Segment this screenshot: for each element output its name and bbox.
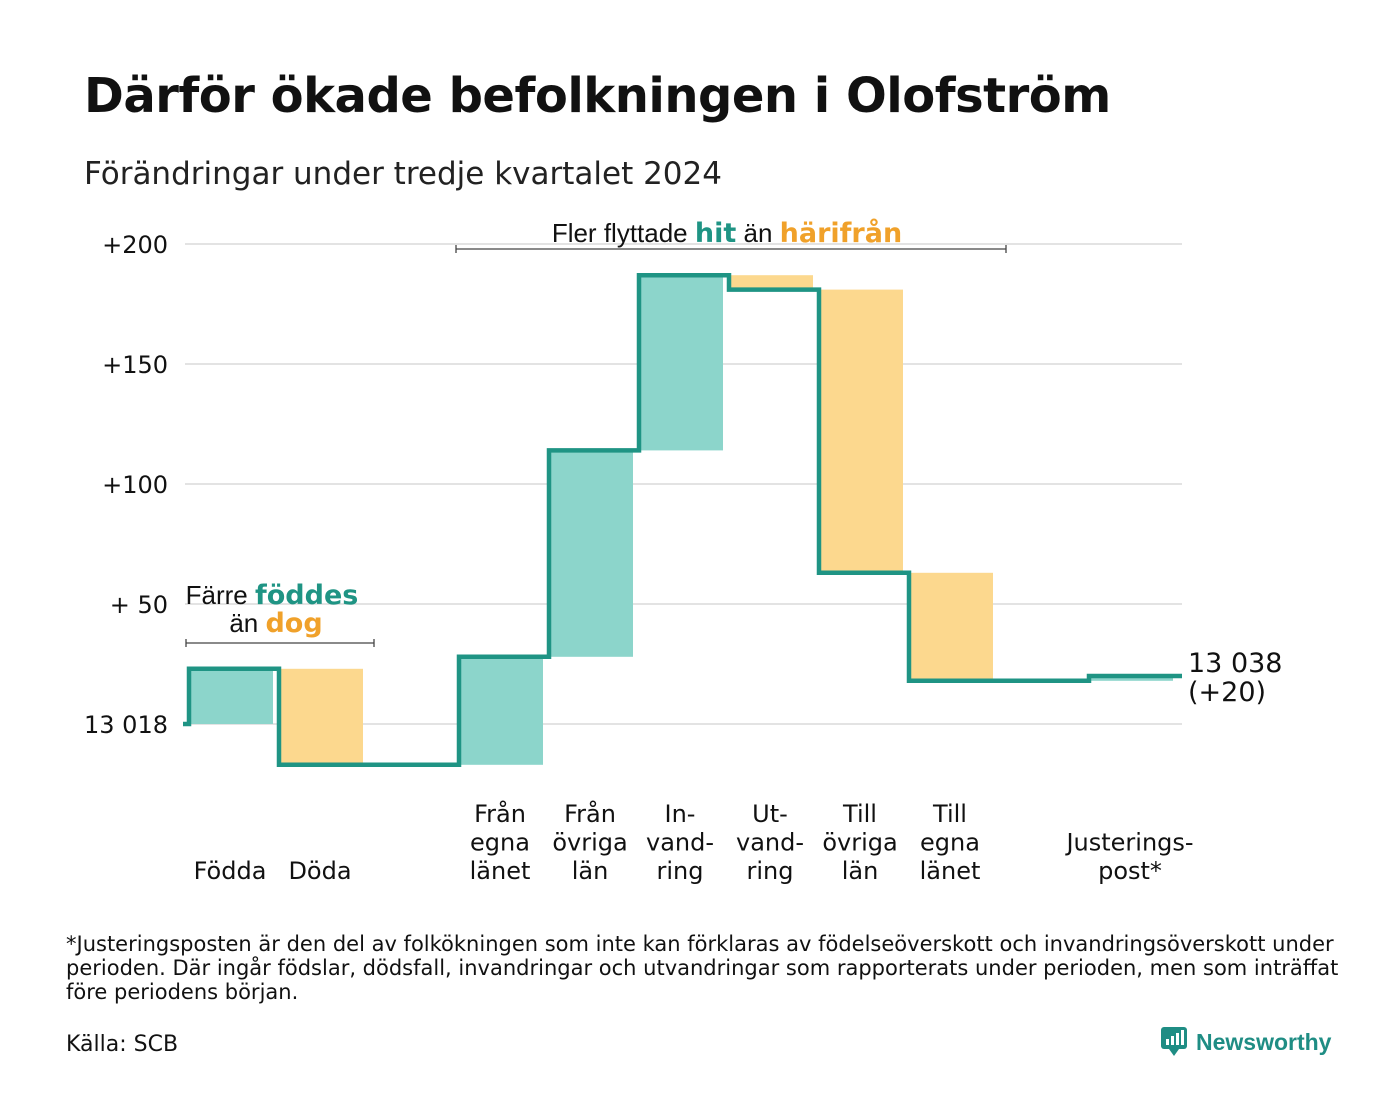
brand-logo: Newsworthy	[1160, 1026, 1331, 1058]
migration-annotation-pre: Fler flyttade	[552, 218, 688, 248]
step-line	[183, 272, 1182, 768]
births-annotation-line2: än dog	[229, 608, 322, 639]
x-category-label: Justerings-	[1064, 829, 1193, 857]
y-axis-ticks: +200 +150 +100 + 50 13 018	[84, 231, 168, 739]
x-category-label: Till	[932, 800, 967, 828]
bar	[279, 668, 363, 765]
x-category-label: länet	[470, 857, 531, 885]
x-category-label: Från	[474, 799, 526, 828]
bar	[909, 572, 993, 681]
bar	[549, 450, 633, 657]
bar	[729, 275, 813, 290]
chart-subtitle: Förändringar under tredje kvartalet 2024	[84, 156, 722, 192]
x-category-label: In-	[665, 800, 696, 828]
x-category-label: Döda	[288, 857, 351, 885]
chart-title: Därför ökade befolkningen i Olofström	[84, 68, 1111, 124]
x-category-label: län	[842, 857, 879, 885]
x-category-label: Till	[842, 800, 877, 828]
births-annotation-highlight2: dog	[265, 608, 322, 639]
newsworthy-logo-icon	[1161, 1027, 1187, 1056]
cumulative-step-line	[183, 272, 1182, 768]
annotation-gap	[736, 218, 743, 248]
annotation-gap	[248, 580, 255, 610]
x-category-label: egna	[920, 829, 980, 857]
bars	[189, 275, 1173, 765]
y-tick-label: +100	[102, 471, 168, 499]
x-axis-labels: Födda DödaFrånegnalänetFrånövrigalänIn-va…	[194, 799, 1194, 885]
x-category-label: vand-	[646, 829, 714, 857]
x-category-label: vand-	[736, 829, 804, 857]
bar	[639, 275, 723, 451]
x-category-label: post*	[1098, 857, 1162, 885]
end-value-label: 13 038 (+20)	[1188, 648, 1282, 708]
x-category-label: län	[572, 857, 609, 885]
x-category-label: ring	[747, 857, 794, 885]
y-tick-label: 13 018	[84, 711, 168, 739]
x-category-label: övriga	[552, 829, 627, 857]
x-category-label: länet	[920, 857, 981, 885]
annotations: Fler flyttade hit än härifrån Färre födde…	[185, 217, 1007, 647]
brand-name: Newsworthy	[1196, 1028, 1332, 1055]
births-annotation-highlight1: föddes	[255, 580, 358, 611]
migration-annotation: Fler flyttade hit än härifrån	[552, 217, 902, 249]
annotation-gap	[258, 608, 265, 638]
annotation-gap	[772, 218, 779, 248]
x-category-label: Födda	[194, 857, 267, 885]
migration-annotation-highlight2: härifrån	[780, 217, 903, 249]
end-change: (+20)	[1188, 677, 1266, 708]
y-tick-label: +150	[102, 351, 168, 379]
annotation-gap	[688, 218, 695, 248]
bar	[189, 668, 273, 724]
footnote: *Justeringsposten är den del av folkökni…	[66, 932, 1339, 1004]
births-annotation-line2: än	[229, 608, 258, 638]
bar	[819, 289, 903, 573]
x-category-label: Ut-	[752, 800, 788, 828]
births-annotation-line1: Färre föddes	[186, 580, 359, 611]
bar	[1089, 676, 1173, 681]
x-category-label: ring	[657, 857, 704, 885]
source-label: Källa: SCB	[66, 1032, 179, 1057]
end-value: 13 038	[1188, 648, 1282, 679]
bar	[459, 656, 543, 765]
births-annotation-line1: Färre	[186, 580, 248, 610]
x-category-label: övriga	[822, 829, 897, 857]
y-tick-label: + 50	[110, 591, 168, 619]
y-tick-label: +200	[102, 231, 168, 259]
x-category-label: Från	[564, 799, 616, 828]
x-category-label: egna	[470, 829, 530, 857]
migration-annotation-mid: än	[744, 218, 773, 248]
migration-annotation-highlight1: hit	[695, 218, 736, 249]
